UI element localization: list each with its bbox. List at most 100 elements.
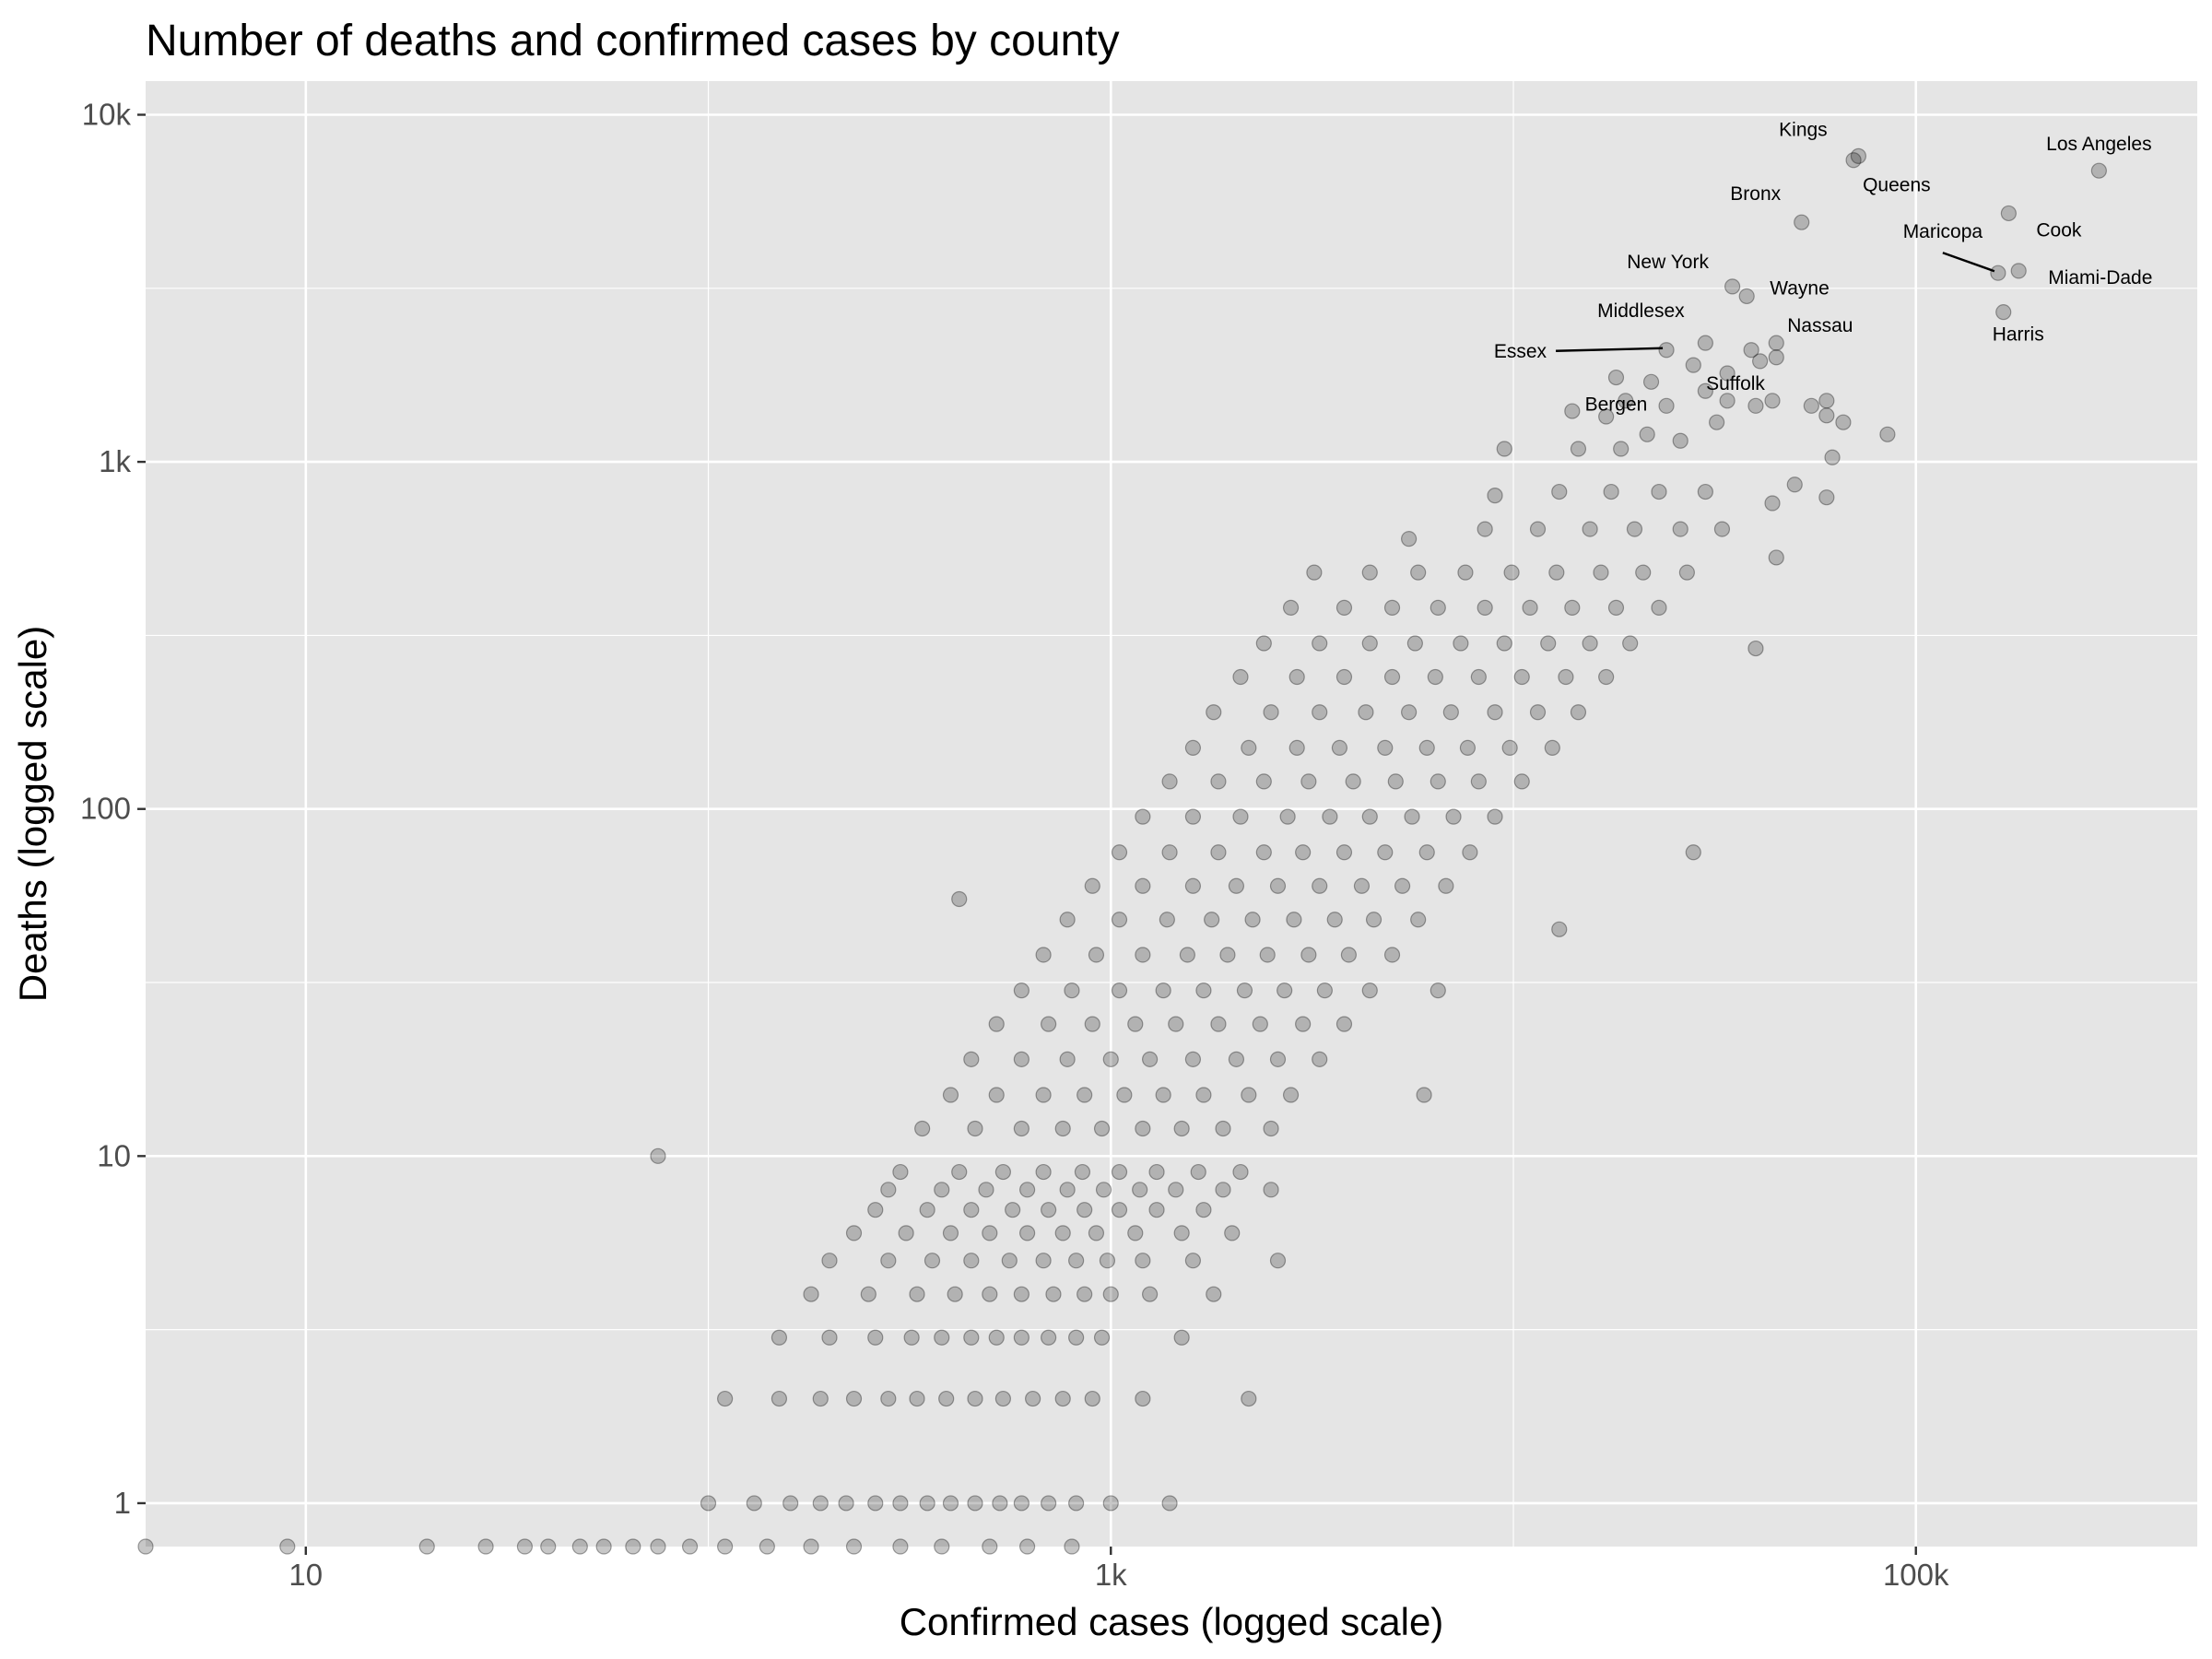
data-point xyxy=(1084,1016,1100,1032)
data-point xyxy=(1059,912,1076,928)
data-point xyxy=(1102,1051,1119,1067)
county-label: Bronx xyxy=(1730,183,1781,205)
data-point xyxy=(1544,739,1560,757)
data-point xyxy=(1159,912,1175,928)
data-point xyxy=(1457,564,1474,581)
data-point xyxy=(1179,947,1195,963)
county-label: Cook xyxy=(2036,219,2082,241)
data-point xyxy=(1035,947,1052,963)
data-point xyxy=(963,1202,980,1218)
data-point xyxy=(919,1202,935,1218)
data-point xyxy=(1173,1225,1190,1241)
data-point xyxy=(1184,808,1202,825)
data-point xyxy=(1035,1253,1052,1269)
data-point xyxy=(1747,397,1764,414)
data-point xyxy=(1244,912,1261,928)
labeled-data-point xyxy=(1738,288,1755,305)
data-point xyxy=(1818,407,1835,424)
data-point xyxy=(1173,1120,1190,1137)
data-point xyxy=(1018,1225,1036,1241)
x-tick-label: 100k xyxy=(1883,1558,1949,1592)
data-point xyxy=(909,1390,925,1407)
data-point xyxy=(1282,599,1300,616)
data-point xyxy=(1459,739,1477,757)
data-point xyxy=(1173,1329,1190,1346)
data-point xyxy=(1232,668,1249,686)
data-point xyxy=(1269,877,1287,894)
data-point xyxy=(595,1538,612,1555)
data-point xyxy=(1879,426,1896,442)
data-point xyxy=(1127,1225,1144,1241)
data-point xyxy=(994,1163,1011,1181)
data-point xyxy=(845,1225,863,1241)
data-point xyxy=(1768,549,1784,566)
data-point xyxy=(1470,668,1487,686)
county-label: Essex xyxy=(1494,341,1547,362)
data-point xyxy=(1335,668,1353,686)
data-point xyxy=(1041,1495,1057,1512)
data-point xyxy=(700,1495,717,1512)
data-point xyxy=(1394,877,1411,894)
data-point xyxy=(967,1390,983,1407)
data-point xyxy=(1607,599,1625,616)
data-point xyxy=(1135,1253,1151,1269)
data-point xyxy=(1803,397,1819,414)
data-point xyxy=(771,1329,788,1346)
data-point xyxy=(1088,947,1105,963)
data-point xyxy=(898,1225,914,1241)
data-point xyxy=(1300,773,1317,790)
data-point xyxy=(1377,739,1394,757)
data-point xyxy=(1361,808,1378,825)
data-point xyxy=(934,1182,950,1198)
data-point xyxy=(1224,1225,1241,1241)
data-point xyxy=(137,1538,154,1555)
data-point xyxy=(1639,426,1655,442)
data-point xyxy=(1155,1087,1171,1103)
labeled-data-point xyxy=(1768,335,1784,351)
data-point xyxy=(867,1329,884,1346)
data-point xyxy=(1564,403,1581,419)
data-point xyxy=(942,1495,959,1512)
data-point xyxy=(1190,1163,1206,1181)
data-point xyxy=(571,1538,588,1555)
data-point xyxy=(717,1390,734,1407)
data-point xyxy=(1551,921,1568,937)
data-point xyxy=(1088,1225,1105,1241)
data-point xyxy=(812,1495,829,1512)
data-point xyxy=(1713,521,1731,537)
data-point xyxy=(1513,668,1530,686)
data-point xyxy=(1582,635,1598,652)
data-point xyxy=(1018,1182,1036,1198)
data-point xyxy=(650,1538,666,1555)
data-point xyxy=(1462,844,1478,861)
x-tick-label: 10 xyxy=(288,1558,323,1592)
data-point xyxy=(1340,947,1358,963)
data-point xyxy=(1084,877,1100,894)
data-point xyxy=(1077,1087,1093,1103)
data-point xyxy=(1477,521,1493,537)
data-point xyxy=(1487,808,1503,825)
data-point xyxy=(1210,844,1227,861)
data-point xyxy=(1286,912,1302,928)
data-point xyxy=(1074,1163,1091,1181)
data-point xyxy=(1232,1163,1249,1181)
data-point xyxy=(1453,635,1469,652)
data-point xyxy=(1035,1163,1052,1181)
data-point xyxy=(1295,1016,1312,1032)
data-point xyxy=(1054,1390,1071,1407)
data-point xyxy=(540,1538,557,1555)
county-label: Wayne xyxy=(1770,277,1830,299)
data-point xyxy=(838,1495,854,1512)
data-point xyxy=(982,1286,998,1302)
data-point xyxy=(1752,353,1769,370)
data-point xyxy=(1477,599,1493,616)
data-point xyxy=(1111,1202,1128,1218)
data-point xyxy=(1161,1495,1178,1512)
data-point xyxy=(1168,1182,1184,1198)
data-point xyxy=(1635,564,1652,581)
data-point xyxy=(1582,521,1598,537)
plot-panel xyxy=(146,81,2197,1547)
y-tick-label: 1k xyxy=(99,444,131,478)
data-point xyxy=(1503,564,1520,581)
labeled-data-point xyxy=(1607,369,1625,386)
